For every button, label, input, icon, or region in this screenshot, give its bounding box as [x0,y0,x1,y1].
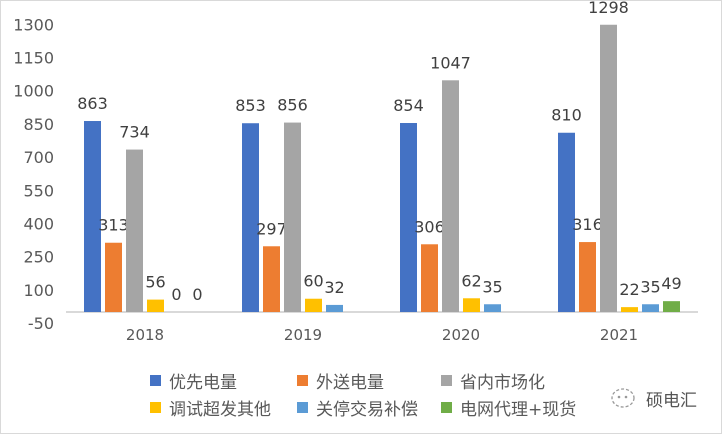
data-label: 306 [414,217,445,236]
y-tick-label: 1000 [13,82,54,101]
wechat-icon [611,388,635,408]
data-label: 853 [235,96,266,115]
watermark-text: 硕电汇 [646,390,697,411]
bar-2021-1 [579,242,596,312]
bar-2018-3 [147,299,164,312]
x-tick-label: 2019 [284,326,322,344]
legend-label: 省内市场化 [460,373,545,393]
legend-item: 电网代理+现货 [441,395,576,420]
bar-2020-1 [421,244,438,312]
data-label: 0 [192,285,202,304]
bar-2019-0 [242,123,259,312]
data-label: 297 [256,219,287,238]
bar-2021-5 [663,301,680,312]
bar-2019-2 [284,122,301,312]
data-label: 56 [145,273,165,292]
bar-2019-4 [326,304,343,312]
x-tick-label: 2020 [442,326,480,344]
y-tick-label: 550 [23,181,54,200]
legend-label: 关停交易补偿 [316,400,418,420]
data-label: 316 [572,215,603,234]
data-label: 1298 [588,0,629,17]
legend-swatch [150,402,161,413]
y-tick-label: 100 [23,281,54,300]
data-label: 32 [324,278,344,297]
data-label: 856 [277,96,308,115]
legend-swatch [297,402,308,413]
bar-2020-0 [400,123,417,313]
data-label: 35 [640,277,660,296]
data-label: 35 [482,277,502,296]
data-label: 49 [661,274,681,293]
bar-2021-4 [642,304,659,312]
y-tick-label: 850 [23,115,54,134]
y-tick-label: 1300 [13,15,54,34]
y-tick-label: 1150 [13,49,54,68]
data-label: 734 [119,123,150,142]
data-label: 62 [461,271,481,290]
legend-item: 调试超发其他 [150,395,271,420]
data-label: 0 [171,285,181,304]
y-tick-label: -50 [28,314,54,333]
bar-2021-3 [621,307,638,312]
bar-2018-2 [126,149,143,312]
legend-item: 关停交易补偿 [297,395,418,420]
data-label: 22 [619,280,639,299]
data-label: 313 [98,216,129,235]
bar-2019-1 [263,246,280,312]
legend-swatch [297,375,308,386]
data-label: 1047 [430,53,471,72]
data-label: 810 [551,106,582,125]
data-label: 854 [393,96,424,115]
legend-item: 外送电量 [297,368,384,393]
bar-2020-4 [484,304,501,312]
legend-swatch [441,375,452,386]
legend-item: 优先电量 [150,368,237,393]
legend-label: 调试超发其他 [169,400,271,420]
legend-item: 省内市场化 [441,368,545,393]
bar-2020-3 [463,298,480,312]
data-label: 60 [303,272,323,291]
y-tick-label: 400 [23,214,54,233]
x-tick-label: 2018 [126,326,164,344]
bar-2021-2 [600,24,617,313]
legend-swatch [441,402,452,413]
bar-2021-0 [558,132,575,312]
watermark: 硕电汇 [610,385,697,411]
legend-swatch [150,375,161,386]
data-label: 863 [77,94,108,113]
bar-2020-2 [442,80,459,313]
bar-2018-0 [84,121,101,312]
y-tick-label: 250 [23,248,54,267]
y-tick-label: 700 [23,148,54,167]
bar-2019-3 [305,298,322,312]
legend-label: 优先电量 [169,373,237,393]
legend-label: 电网代理+现货 [460,400,577,420]
bar-2018-1 [105,242,122,312]
x-tick-label: 2021 [600,326,638,344]
legend-label: 外送电量 [316,373,384,393]
